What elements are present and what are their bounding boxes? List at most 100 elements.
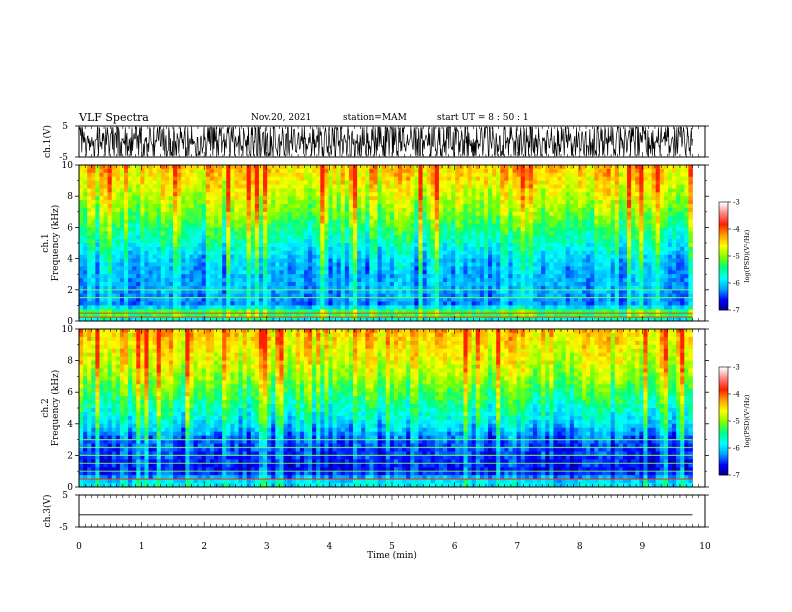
- spectrogram-cell: [173, 278, 178, 283]
- spectrogram-cell: [218, 262, 223, 267]
- spectrogram-cell: [618, 196, 624, 201]
- spectrogram-cell: [643, 196, 648, 201]
- spectrogram-cell: [246, 211, 252, 217]
- spectrogram-cell: [291, 196, 297, 201]
- spectrogram-cell: [528, 176, 534, 181]
- spectrogram-cell: [377, 270, 383, 275]
- spectrogram-cell: [684, 250, 689, 256]
- spectrogram-cell: [487, 254, 493, 259]
- spectrogram-cell: [545, 165, 550, 170]
- spectrogram-cell: [549, 254, 554, 259]
- spectrogram-cell: [447, 211, 452, 217]
- spectrogram-cell: [557, 266, 562, 271]
- spectrogram-cell: [205, 285, 211, 291]
- spectrogram-cell: [549, 258, 554, 263]
- spectrogram-cell: [177, 235, 182, 240]
- spectrogram-cell: [508, 200, 513, 205]
- spectrogram-cell: [218, 207, 223, 213]
- spectrogram-cell: [328, 219, 333, 224]
- spectrogram-cell: [602, 184, 607, 189]
- spectrogram-cell: [684, 196, 689, 201]
- spectrogram-cell: [676, 196, 681, 201]
- spectrogram-cell: [344, 285, 350, 291]
- spectrogram-cell: [340, 270, 346, 275]
- spectrogram-cell: [627, 274, 632, 279]
- spectrogram-cell: [99, 204, 104, 209]
- spectrogram-cell: [201, 200, 207, 205]
- spectrogram-cell: [438, 285, 444, 291]
- spectrogram-cell: [95, 285, 100, 291]
- spectrogram-cell: [369, 285, 374, 291]
- spectrogram-cell: [422, 235, 428, 240]
- spectrogram-cell: [336, 168, 342, 174]
- spectrogram-cell: [582, 282, 587, 287]
- spectrogram-cell: [79, 184, 84, 189]
- spectrogram-cell: [128, 176, 133, 181]
- spectrogram-cell: [83, 192, 88, 197]
- spectrogram-cell: [238, 165, 243, 170]
- spectrogram-cell: [545, 168, 550, 174]
- spectrogram-cell: [398, 278, 403, 283]
- spectrogram-cell: [267, 270, 272, 275]
- spectrogram-cell: [385, 266, 391, 271]
- spectrogram-cell: [99, 270, 104, 275]
- spectrogram-cell: [267, 211, 272, 217]
- spectrogram-cell: [667, 188, 673, 193]
- spectrogram-cell: [95, 231, 100, 236]
- spectrogram-cell: [639, 192, 644, 197]
- spectrogram-cell: [504, 274, 509, 279]
- spectrogram-cell: [557, 204, 562, 209]
- spectrogram-cell: [471, 184, 477, 189]
- spectrogram-cell: [627, 239, 632, 244]
- spectrogram-cell: [545, 188, 550, 193]
- spectrogram-cell: [344, 270, 350, 275]
- spectrogram-cell: [324, 211, 329, 217]
- spectrogram-cell: [590, 231, 595, 236]
- spectrogram-cell: [430, 235, 436, 240]
- spectrogram-cell: [561, 219, 567, 224]
- spectrogram-cell: [487, 266, 493, 271]
- spectrogram-cell: [635, 215, 640, 220]
- spectrogram-cell: [308, 262, 313, 267]
- spectrogram-cell: [107, 254, 113, 259]
- spectrogram-cell: [455, 204, 460, 209]
- spectrogram-cell: [164, 254, 170, 259]
- spectrogram-cell: [459, 246, 464, 252]
- spectrogram-cell: [537, 176, 542, 181]
- spectrogram-cell: [353, 188, 358, 193]
- spectrogram-cell: [622, 215, 628, 220]
- spectrogram-cell: [213, 246, 219, 252]
- spectrogram-cell: [516, 200, 522, 205]
- spectrogram-cell: [639, 258, 644, 263]
- spectrogram-cell: [308, 192, 313, 197]
- spectrogram-cell: [508, 211, 513, 217]
- spectrogram-cell: [451, 274, 456, 279]
- spectrogram-cell: [434, 231, 440, 236]
- spectrogram-cell: [676, 188, 681, 193]
- spectrogram-cell: [287, 250, 293, 256]
- spectrogram-cell: [663, 219, 669, 224]
- spectrogram-cell: [520, 285, 526, 291]
- spectrogram-cell: [361, 165, 366, 170]
- spectrogram-cell: [189, 176, 194, 181]
- spectrogram-cell: [492, 180, 497, 185]
- spectrogram-cell: [222, 207, 227, 213]
- spectrogram-cell: [532, 196, 538, 201]
- spectrogram-cell: [639, 176, 644, 181]
- spectrogram-cell: [614, 231, 620, 236]
- spectrogram-cell: [299, 262, 305, 267]
- spectrogram-cell: [336, 165, 342, 170]
- spectrogram-cell: [373, 278, 378, 283]
- spectrogram-cell: [254, 235, 260, 240]
- spectrogram-cell: [557, 250, 562, 256]
- spectrogram-cell: [418, 270, 423, 275]
- spectrogram-cell: [586, 168, 591, 174]
- spectrogram-cell: [483, 285, 489, 291]
- spectrogram-cell: [348, 227, 354, 232]
- spectrogram-cell: [635, 211, 640, 217]
- spectrogram-cell: [222, 270, 227, 275]
- spectrogram-cell: [483, 227, 489, 232]
- spectrogram-cell: [688, 227, 693, 232]
- spectrogram-cell: [500, 278, 505, 283]
- spectrogram-cell: [79, 180, 84, 185]
